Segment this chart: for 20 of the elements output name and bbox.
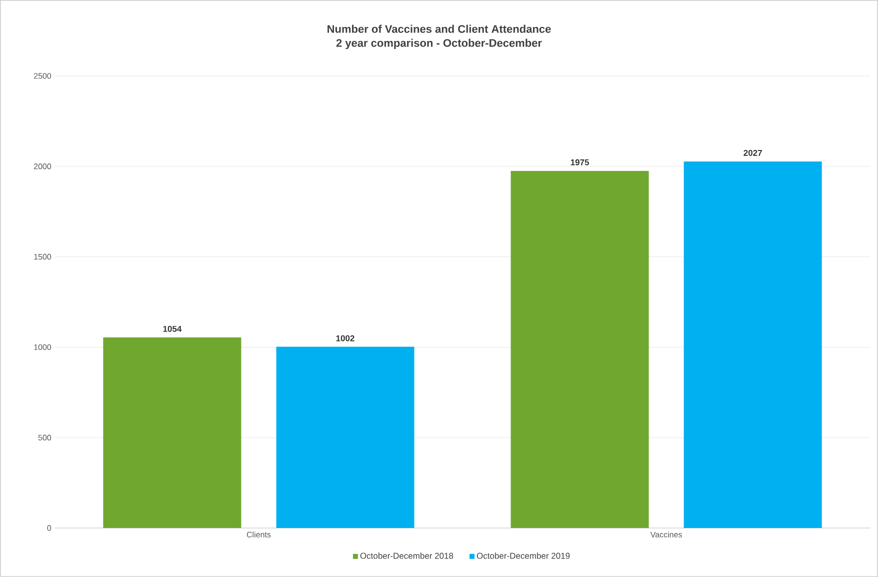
bar [103, 337, 242, 528]
bar [276, 346, 414, 528]
y-tick-label: 500 [38, 434, 52, 440]
data-label: 2027 [744, 150, 762, 156]
y-tick-label: 0 [47, 525, 52, 531]
y-tick-label: 1000 [34, 344, 52, 350]
x-tick-label: Clients [246, 532, 271, 538]
chart-title: Number of Vaccines and Client Attendance [328, 24, 551, 33]
bar [510, 170, 649, 528]
y-tick-label: 1500 [34, 254, 52, 260]
x-tick-label: Vaccines [650, 532, 682, 538]
data-label: 1054 [163, 326, 182, 332]
y-tick-label: 2500 [34, 73, 52, 79]
legend-label: October-December 2019 [476, 552, 570, 559]
chart-subtitle: 2 year comparison - October-December [336, 38, 542, 50]
data-label: 1975 [570, 159, 589, 166]
data-label: 1002 [336, 335, 354, 342]
legend-label: October-December 2018 [360, 552, 454, 559]
y-tick-label: 2000 [34, 164, 52, 170]
bar [684, 161, 822, 528]
